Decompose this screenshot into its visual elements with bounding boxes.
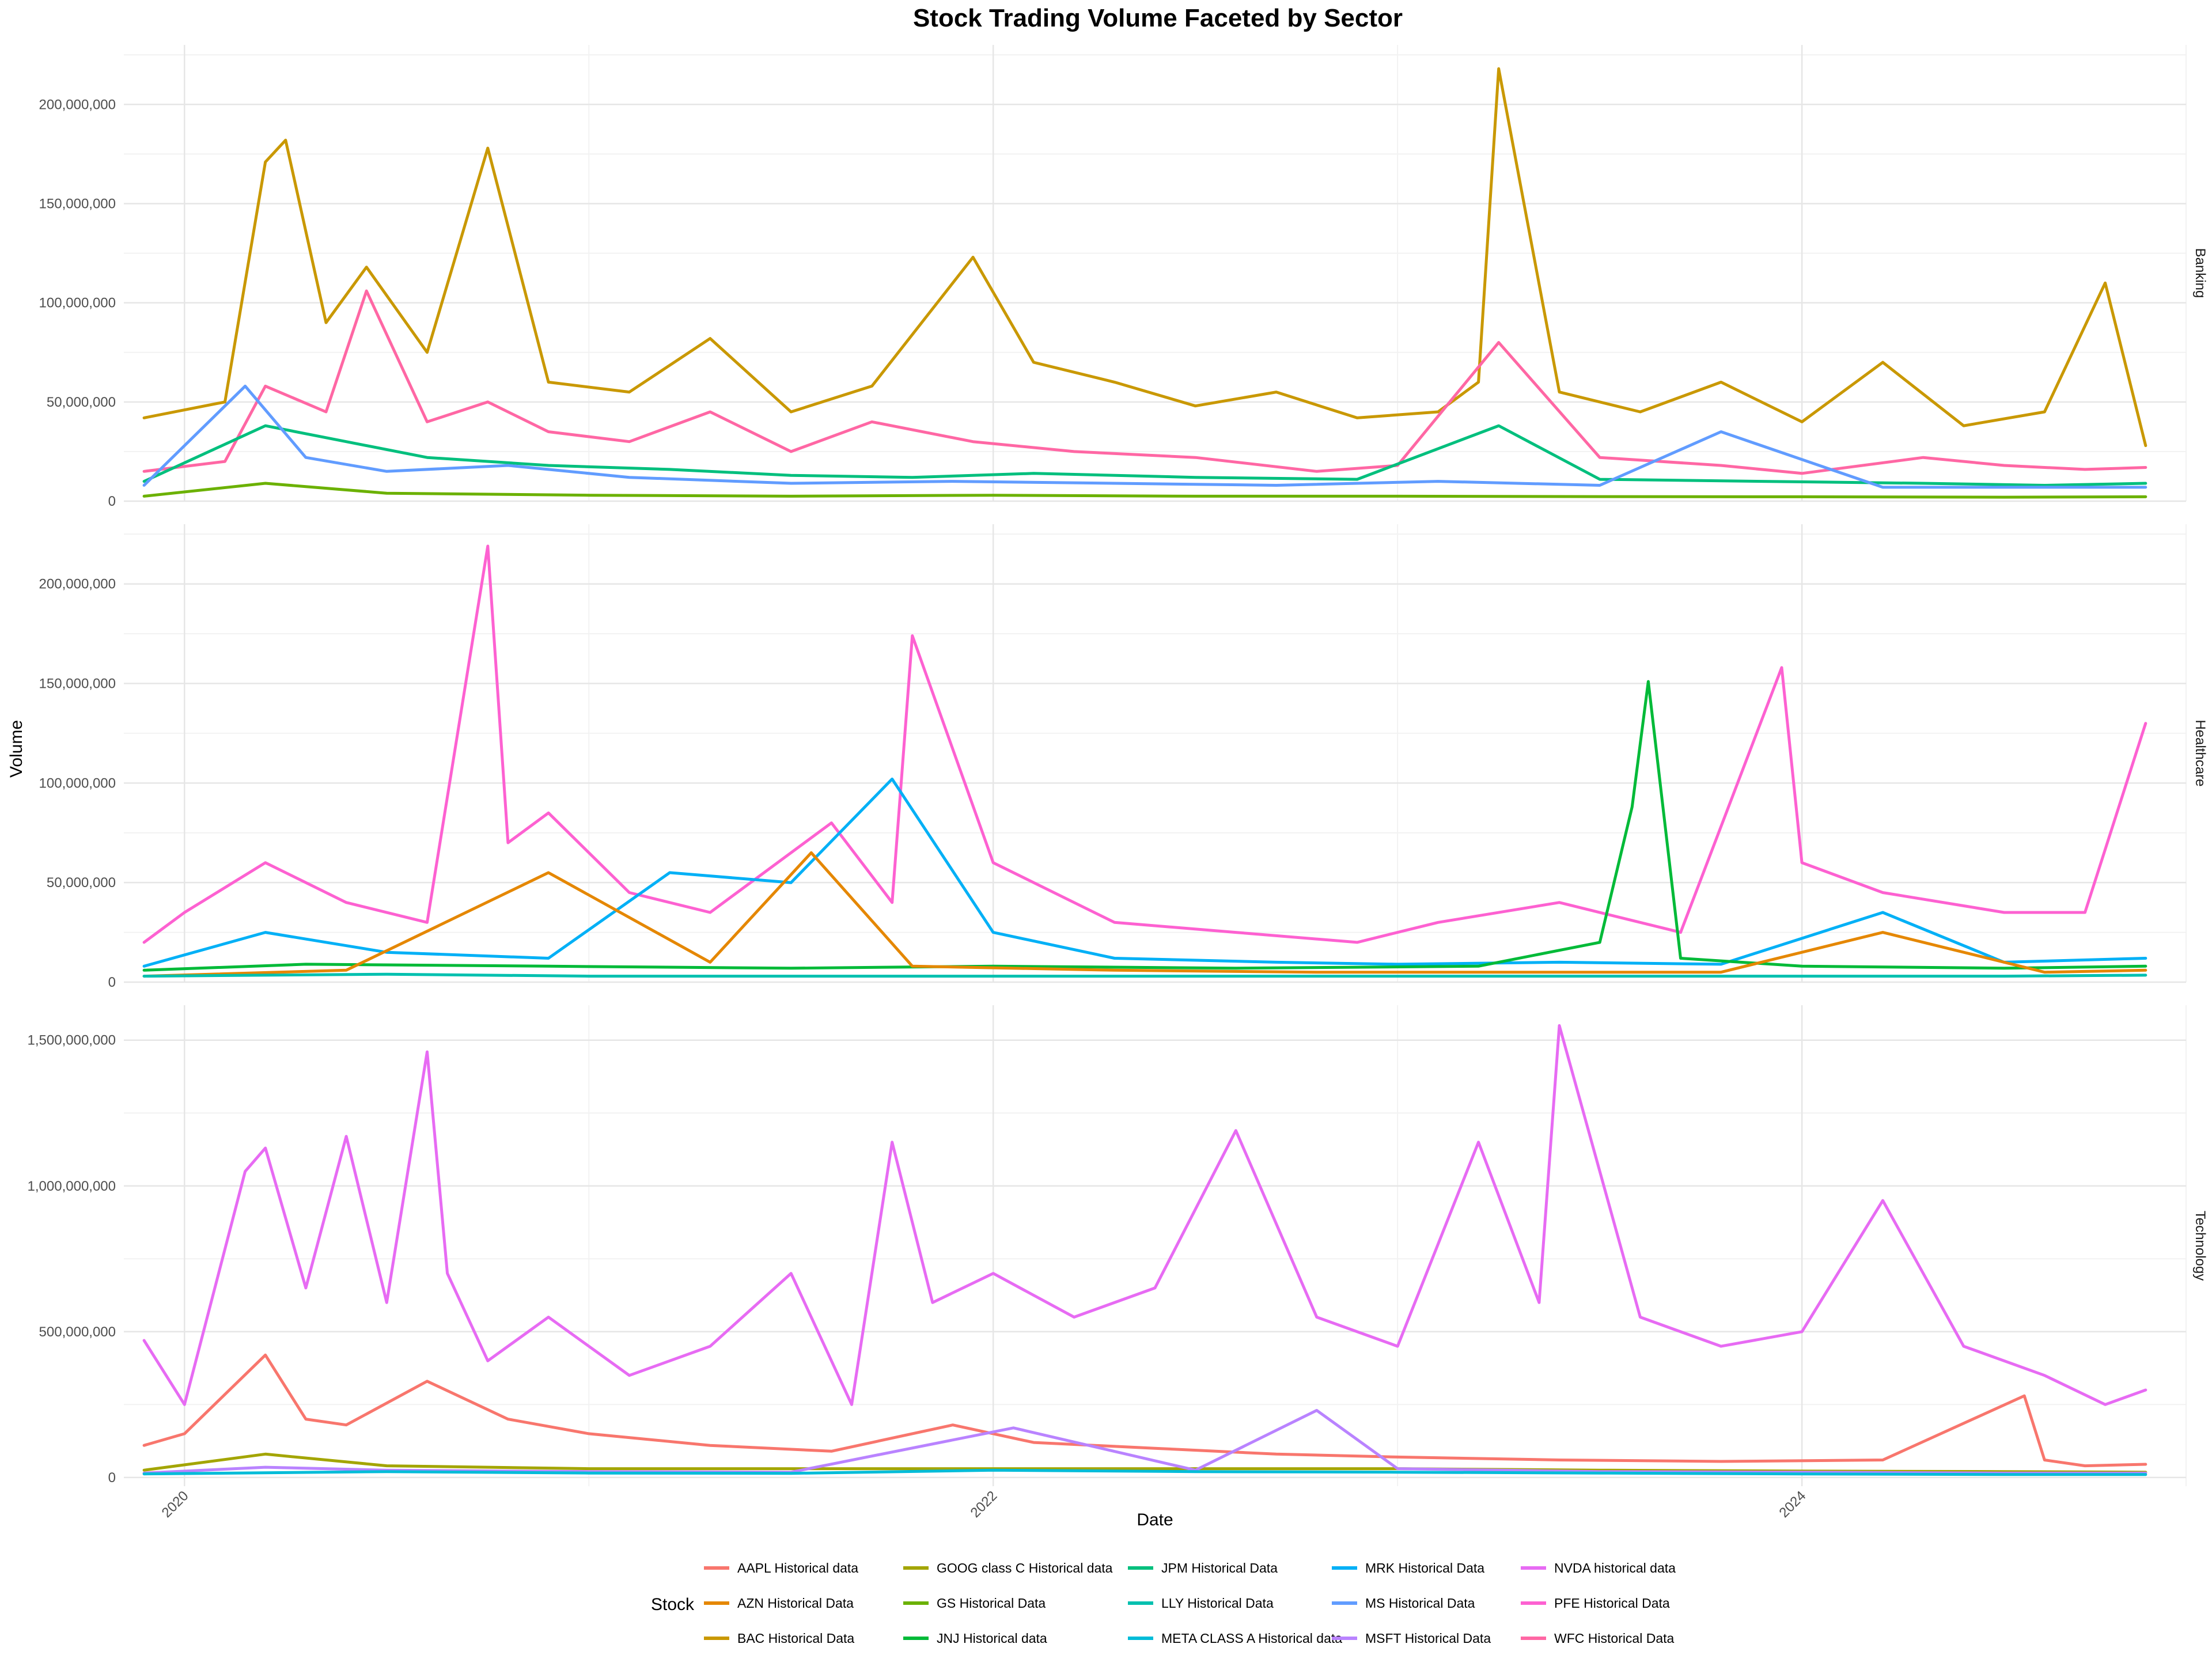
legend-label: MS Historical Data: [1365, 1596, 1475, 1611]
legend-item: LLY Historical Data: [1128, 1596, 1274, 1611]
legend-item: META CLASS A Historical data: [1128, 1631, 1342, 1646]
facet-panels: 0 50,000,000 100,000,000 150,000,000 200,000…: [28, 45, 2208, 1521]
y-tick-label: 50,000,000: [47, 875, 116, 891]
y-tick-label: 0: [108, 1470, 116, 1486]
legend-item: GOOG class C Historical data: [903, 1560, 1113, 1575]
chart-title: Stock Trading Volume Faceted by Sector: [913, 4, 1403, 32]
legend-item: MRK Historical Data: [1332, 1560, 1484, 1575]
legend-item: JNJ Historical data: [903, 1631, 1047, 1646]
legend-item: NVDA historical data: [1521, 1560, 1676, 1575]
series-line: [142, 67, 2147, 448]
legend-item: AZN Historical Data: [704, 1596, 854, 1611]
legend-item: MSFT Historical Data: [1332, 1631, 1491, 1646]
y-tick-label: 1,000,000,000: [28, 1179, 116, 1194]
series-line: [142, 972, 2147, 978]
legend-label: PFE Historical Data: [1554, 1596, 1670, 1611]
legend: Stock AAPL Historical data AZN Historical…: [651, 1560, 1676, 1646]
legend-item: JPM Historical Data: [1128, 1560, 1278, 1575]
facet-panel-banking: 0 50,000,000 100,000,000 150,000,000 200,000…: [39, 45, 2208, 509]
legend-label: AZN Historical Data: [737, 1596, 854, 1611]
series-line: [142, 384, 2147, 489]
series-line: [142, 544, 2147, 944]
series-line: [142, 1353, 2147, 1468]
y-tick-label: 100,000,000: [39, 296, 116, 311]
legend-label: META CLASS A Historical data: [1161, 1631, 1342, 1646]
legend-label: AAPL Historical data: [737, 1560, 858, 1575]
series-line: [142, 777, 2147, 968]
legend-item: AAPL Historical data: [704, 1560, 858, 1575]
legend-item: PFE Historical Data: [1521, 1596, 1670, 1611]
facet-panel-healthcare: 0 50,000,000 100,000,000 150,000,000 200,000…: [39, 524, 2208, 990]
series-line: [142, 482, 2147, 499]
y-tick-label: 150,000,000: [39, 676, 116, 692]
series-line: [142, 680, 2147, 972]
y-tick-label: 50,000,000: [47, 395, 116, 410]
facet-strip-label: Technology: [2192, 1211, 2208, 1281]
series-line: [142, 424, 2147, 487]
legend-label: GS Historical Data: [937, 1596, 1046, 1611]
legend-label: NVDA historical data: [1554, 1560, 1676, 1575]
legend-label: JNJ Historical data: [937, 1631, 1047, 1646]
y-tick-label: 200,000,000: [39, 577, 116, 592]
legend-item: BAC Historical Data: [704, 1631, 854, 1646]
facet-strip-label: Banking: [2192, 248, 2208, 298]
legend-item: MS Historical Data: [1332, 1596, 1475, 1611]
legend-item: GS Historical Data: [903, 1596, 1046, 1611]
y-tick-label: 1,500,000,000: [28, 1033, 116, 1048]
legend-label: GOOG class C Historical data: [937, 1560, 1113, 1575]
x-axis-title: Date: [1137, 1510, 1173, 1529]
legend-label: WFC Historical Data: [1554, 1631, 1675, 1646]
legend-label: MRK Historical Data: [1365, 1560, 1484, 1575]
series-line: [142, 289, 2147, 475]
series-line: [142, 851, 2147, 978]
legend-label: MSFT Historical Data: [1365, 1631, 1491, 1646]
y-tick-label: 100,000,000: [39, 775, 116, 791]
y-tick-label: 0: [108, 975, 116, 990]
y-tick-label: 200,000,000: [39, 97, 116, 112]
y-axis-title: Volume: [7, 720, 26, 778]
legend-label: JPM Historical Data: [1161, 1560, 1278, 1575]
y-tick-label: 0: [108, 494, 116, 509]
series-line: [142, 1468, 2147, 1476]
legend-item: WFC Historical Data: [1521, 1631, 1675, 1646]
y-tick-label: 500,000,000: [39, 1324, 116, 1340]
legend-label: LLY Historical Data: [1161, 1596, 1274, 1611]
legend-label: BAC Historical Data: [737, 1631, 854, 1646]
series-line: [142, 1024, 2147, 1406]
y-tick-label: 150,000,000: [39, 196, 116, 211]
legend-title: Stock: [651, 1595, 695, 1614]
facet-panel-technology: 0 500,000,000 1,000,000,000 1,500,000,000 Te…: [28, 1005, 2208, 1486]
facet-strip-label: Healthcare: [2192, 719, 2208, 786]
